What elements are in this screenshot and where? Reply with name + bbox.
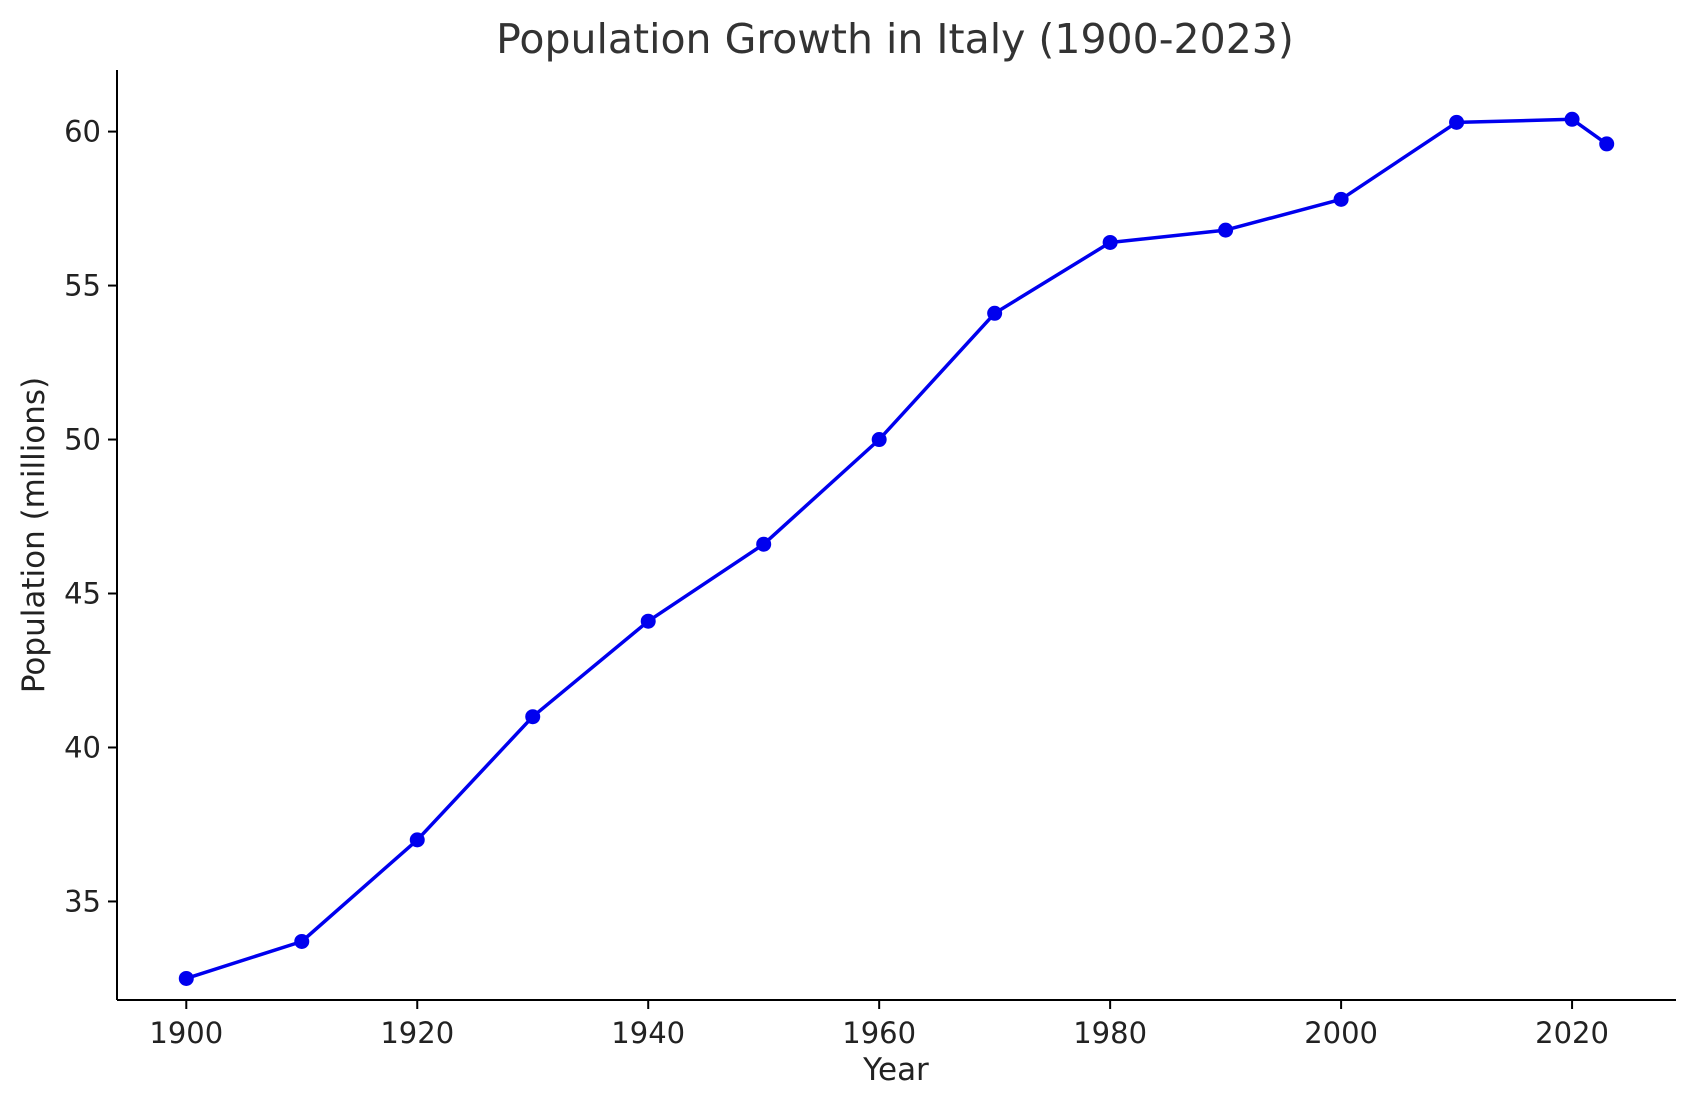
x-tick-label: 1940 — [611, 1016, 685, 1050]
data-point — [1218, 222, 1234, 238]
y-tick-label: 35 — [64, 884, 101, 918]
data-point — [1449, 114, 1465, 130]
y-tick-label: 55 — [64, 269, 101, 303]
data-point — [640, 613, 656, 629]
y-axis: 35 40 45 50 55 60 — [64, 70, 118, 1000]
x-axis-label: Year — [862, 1052, 929, 1088]
x-axis: 1900 1920 1940 1960 1980 2000 2020 — [117, 999, 1676, 1050]
chart-title: Population Growth in Italy (1900-2023) — [496, 15, 1294, 63]
data-point — [409, 832, 425, 848]
x-tick-label: 1980 — [1073, 1016, 1147, 1050]
x-tick-label: 2000 — [1304, 1016, 1378, 1050]
y-axis-label: Population (millions) — [16, 377, 52, 693]
x-ticks: 1900 1920 1940 1960 1980 2000 2020 — [149, 1000, 1609, 1050]
data-point — [525, 709, 541, 725]
data-point — [1599, 136, 1615, 152]
x-tick-label: 2020 — [1535, 1016, 1609, 1050]
data-point — [871, 432, 887, 448]
y-tick-label: 40 — [64, 730, 101, 764]
data-point — [1333, 191, 1349, 207]
y-tick-label: 50 — [64, 423, 101, 457]
data-point — [294, 933, 310, 949]
data-point — [1102, 234, 1118, 250]
data-point — [1564, 111, 1580, 127]
plot-area — [178, 111, 1615, 986]
x-tick-label: 1900 — [149, 1016, 223, 1050]
data-point — [987, 305, 1003, 321]
data-point — [756, 536, 772, 552]
x-tick-label: 1960 — [842, 1016, 916, 1050]
data-point — [178, 970, 194, 986]
x-tick-label: 1920 — [380, 1016, 454, 1050]
y-tick-label: 45 — [64, 577, 101, 611]
y-ticks: 35 40 45 50 55 60 — [64, 115, 117, 918]
series-line — [184, 117, 1609, 981]
y-tick-label: 60 — [64, 115, 101, 149]
